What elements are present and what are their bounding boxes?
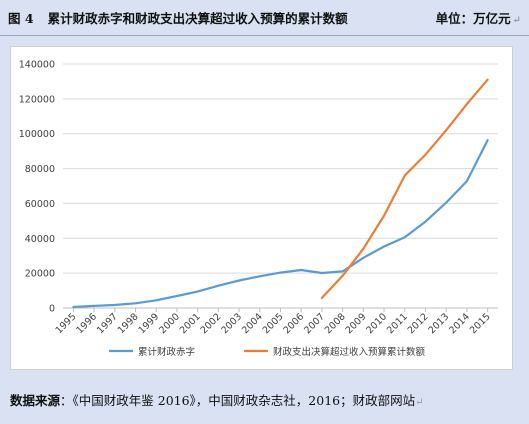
series-line-2 (320, 78, 489, 299)
line-chart: 020000400006000080000100000120000140000 … (19, 60, 498, 358)
x-tick-label: 2004 (240, 311, 265, 336)
x-tick-label: 2001 (178, 311, 203, 336)
y-tick-label: 40000 (25, 234, 55, 245)
figure-number: 图 4 (8, 11, 34, 26)
unit-text: 单位：万亿元 (435, 11, 511, 26)
x-tick-label: 1997 (95, 311, 120, 336)
y-tick-label: 140000 (19, 60, 55, 71)
x-tick-label: 2010 (364, 311, 389, 336)
legend: 累计财政赤字 财政支出决算超过收入预算累计数额 (109, 346, 426, 358)
figure-title: 累计财政赤字和财政支出决算超过收入预算的累计数额 (47, 11, 348, 26)
series-lines (72, 78, 489, 309)
x-tick-label: 1998 (116, 311, 141, 336)
figure-header: 图 4 累计财政赤字和财政支出决算超过收入预算的累计数额 单位：万亿元 ↵ (0, 0, 529, 36)
x-tick-label: 2005 (261, 311, 286, 336)
x-tick-label: 2008 (323, 311, 348, 336)
y-tick-label: 80000 (25, 164, 55, 175)
y-tick-label: 120000 (19, 94, 55, 105)
x-tick-label: 1996 (74, 311, 99, 336)
x-axis-ticks: 1995199619971998199920002001200220032004… (54, 308, 493, 336)
x-tick-label: 2003 (219, 311, 244, 336)
y-tick-label: 100000 (19, 129, 55, 140)
gridlines (63, 63, 498, 309)
y-tick-label: 60000 (25, 199, 55, 210)
chart-area: 0 20000 40000 60000 80000 100000 120000 140000 … (10, 46, 513, 370)
y-axis-ticks: 0 20000 40000 60000 80000 100000 120000 140000 (19, 60, 55, 315)
unit-label: 单位：万亿元 ↵ (436, 8, 521, 27)
paragraph-mark-icon: ↵ (415, 397, 424, 408)
y-tick-label: 0 (49, 304, 55, 315)
source-note: 数据来源：《中国财政年鉴 2016》，中国财政杂志社，2016；财政部网站↵ (10, 390, 520, 409)
series-line-1 (72, 139, 489, 309)
x-tick-label: 2011 (385, 311, 410, 336)
x-tick-label: 2015 (468, 311, 493, 336)
x-tick-label: 2000 (157, 311, 182, 336)
legend-label-1: 累计财政赤字 (138, 346, 195, 358)
y-tick-label: 20000 (25, 269, 55, 280)
x-tick-label: 2013 (426, 311, 451, 336)
x-tick-label: 2009 (344, 311, 369, 336)
source-text: ：《中国财政年鉴 2016》，中国财政杂志社，2016；财政部网站 (60, 393, 416, 408)
x-tick-label: 2002 (199, 311, 224, 336)
x-tick-label: 2006 (281, 311, 306, 336)
x-tick-label: 2007 (302, 311, 327, 336)
x-tick-label: 1995 (54, 311, 79, 336)
legend-label-2: 财政支出决算超过收入预算累计数额 (273, 346, 426, 358)
x-tick-label: 1999 (136, 311, 161, 336)
paragraph-mark-icon: ↵ (512, 15, 521, 26)
source-label: 数据来源 (10, 393, 61, 408)
x-tick-label: 2014 (447, 311, 472, 336)
x-tick-label: 2012 (406, 311, 431, 336)
